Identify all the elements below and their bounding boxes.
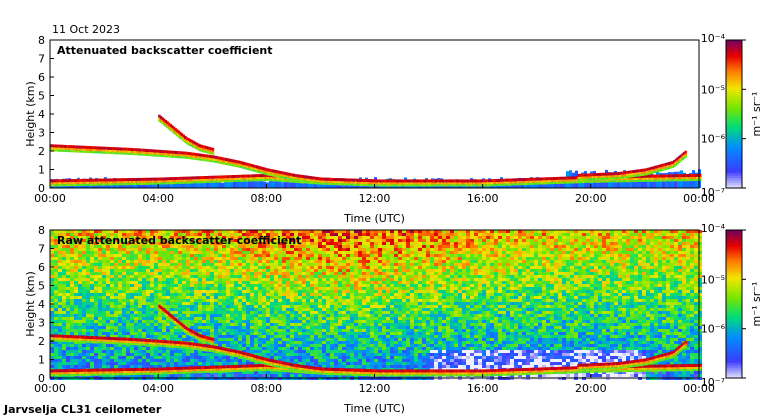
x-tick-label: 16:00 — [467, 382, 499, 395]
colorbar-tick-label: 10⁻⁷ — [701, 376, 725, 389]
x-tick-label: 20:00 — [575, 382, 607, 395]
layer-evening-layer — [577, 150, 687, 181]
y-axis-label: Height (km) — [24, 81, 37, 147]
y-tick-label: 7 — [38, 243, 45, 256]
y-tick-label: 5 — [38, 280, 45, 293]
y-tick-label: 4 — [38, 298, 45, 311]
colorbar-label: m⁻¹ sr⁻¹ — [750, 92, 763, 137]
y-tick-label: 0 — [38, 182, 45, 195]
x-tick-label: 12:00 — [359, 192, 391, 205]
y-tick-label: 5 — [38, 90, 45, 103]
x-tick-label: 20:00 — [575, 192, 607, 205]
y-tick-label: 8 — [38, 224, 45, 237]
layer-evening-layer — [577, 340, 687, 371]
y-tick-label: 2 — [38, 145, 45, 158]
plot-area — [50, 40, 699, 188]
x-tick-label: 04:00 — [142, 382, 174, 395]
colorbar: 10⁻⁷ 10⁻⁶ 10⁻⁵ 10⁻⁴ m⁻¹ sr⁻¹ — [701, 222, 763, 389]
colorbar-tick-label: 10⁻⁵ — [701, 83, 725, 96]
footer-label: Jarvselja CL31 ceilometer — [3, 403, 162, 416]
x-tick-label: 16:00 — [467, 192, 499, 205]
y-tick-label: 7 — [38, 53, 45, 66]
colorbar-tick-label: 10⁻⁷ — [701, 186, 725, 199]
colorbar-tick-label: 10⁻⁶ — [701, 323, 726, 336]
colorbar: 10⁻⁷ 10⁻⁶ 10⁻⁵ 10⁻⁴ m⁻¹ sr⁻¹ — [701, 32, 763, 199]
y-axis-label: Height (km) — [24, 271, 37, 337]
y-tick-label: 2 — [38, 335, 45, 348]
layer-residual-layer — [50, 144, 376, 187]
y-tick-label: 6 — [38, 261, 45, 274]
y-tick-label: 0 — [38, 372, 45, 385]
layer-residual-layer — [50, 334, 376, 377]
colorbar-label: m⁻¹ sr⁻¹ — [750, 282, 763, 327]
colorbar-tick-label: 10⁻⁴ — [701, 222, 726, 235]
x-tick-label: 00:00 — [683, 382, 715, 395]
panel-title: Raw attenuated backscatter coefficient — [57, 234, 301, 247]
chart-panel-2: 0 1 2 3 4 5 6 7 8 00:00 04:00 08:00 12:00 16:00 20:00 0… — [24, 222, 763, 415]
x-tick-label: 04:00 — [142, 192, 174, 205]
chart-panel-1: 0 1 2 3 4 5 6 7 8 00:00 04:00 08:00 12:00 16:00 20:00 0… — [24, 32, 763, 225]
noise-field — [50, 230, 702, 380]
y-tick-label: 3 — [38, 127, 45, 140]
y-tick-label: 1 — [38, 164, 45, 177]
colorbar-tick-label: 10⁻⁴ — [701, 32, 726, 45]
x-axis-label: Time (UTC) — [343, 212, 405, 225]
y-tick-label: 4 — [38, 108, 45, 121]
colorbar-tick-label: 10⁻⁶ — [701, 133, 726, 146]
date-label: 11 Oct 2023 — [52, 23, 120, 36]
x-tick-label: 00:00 — [34, 192, 66, 205]
colorbar-frame — [725, 39, 743, 189]
y-tick-label: 6 — [38, 71, 45, 84]
x-tick-label: 12:00 — [359, 382, 391, 395]
y-tick-label: 1 — [38, 354, 45, 367]
x-axis-label: Time (UTC) — [343, 402, 405, 415]
x-tick-label: 08:00 — [250, 192, 282, 205]
colorbar-tick-label: 10⁻⁵ — [701, 273, 725, 286]
x-tick-label: 08:00 — [250, 382, 282, 395]
x-tick-label: 00:00 — [683, 192, 715, 205]
layer-morning-plumes — [158, 114, 215, 155]
panel-title: Attenuated backscatter coefficient — [57, 44, 273, 57]
y-tick-label: 8 — [38, 34, 45, 47]
colorbar-frame — [725, 229, 743, 379]
y-tick-label: 3 — [38, 317, 45, 330]
layer-morning-plumes — [158, 304, 215, 345]
x-tick-label: 00:00 — [34, 382, 66, 395]
